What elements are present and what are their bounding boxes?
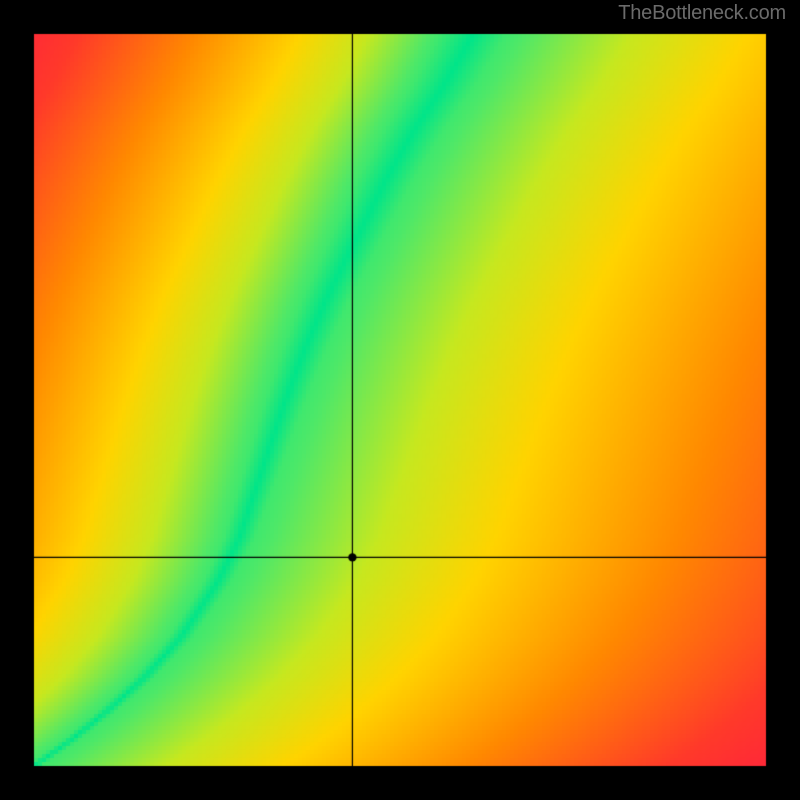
chart-container: TheBottleneck.com [0, 0, 800, 800]
bottleneck-heatmap [0, 0, 800, 800]
watermark-text: TheBottleneck.com [618, 2, 786, 25]
